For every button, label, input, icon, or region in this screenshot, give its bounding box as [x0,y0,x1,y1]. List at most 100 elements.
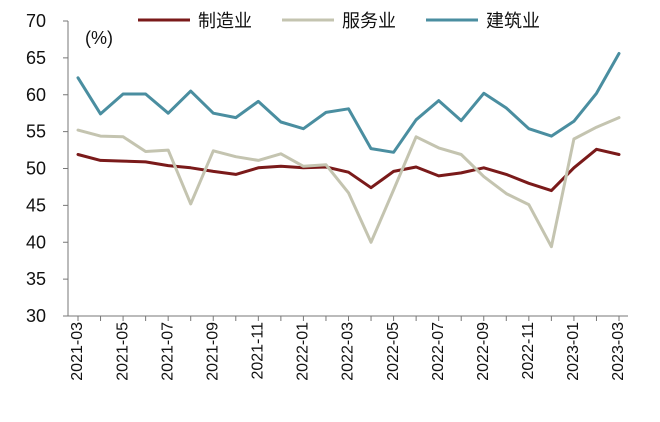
data-point [144,160,147,164]
series-line-2 [76,116,621,249]
data-point [505,192,508,195]
x-tick-label: 2021-07 [159,322,176,381]
data-point [347,107,350,111]
data-point [392,188,395,192]
x-tick-label: 2021-11 [250,322,267,380]
data-point [595,92,598,95]
data-point [460,153,463,156]
data-point [99,159,102,162]
data-point [212,170,215,173]
legend-label: 建筑业 [486,11,540,32]
data-point [505,106,508,110]
data-point [527,203,530,206]
legend-item: 建筑业 [426,11,540,32]
data-point [99,134,102,138]
legend: 制造业 服务业 建筑业 [138,11,540,32]
data-point [257,159,260,162]
data-point [212,112,215,115]
data-point [324,111,328,114]
data-point [572,137,576,141]
data-point [121,135,125,138]
data-point [414,118,418,122]
x-tick-label: 2021-03 [69,322,86,381]
y-tick-label: 55 [26,122,46,142]
data-point [595,126,598,129]
legend-label: 服务业 [342,11,396,32]
data-point [437,99,440,102]
x-axis: 2021-03 2021-05 2021-07 2021-09 2021-11 2022-… [68,315,628,381]
series-line-1 [76,147,621,193]
data-point [347,171,350,174]
data-point [189,166,192,169]
data-point [76,128,80,132]
data-point [595,148,598,151]
data-point [279,165,283,168]
data-point [617,153,621,156]
data-point [550,134,553,138]
data-point [414,165,418,169]
data-point [550,245,553,248]
x-tick-label: 2021-09 [204,322,221,381]
y-tick-label: 50 [26,159,46,179]
data-point [527,127,530,130]
x-tick-label: 2022-05 [385,322,402,381]
data-point [167,112,170,115]
data-point [167,164,170,167]
x-tick-label: 2022-09 [475,322,492,381]
x-tick-label: 2023-03 [610,322,627,381]
y-tick-label: 30 [26,306,46,326]
data-point [167,148,170,152]
data-point [369,241,373,244]
data-point [460,171,463,175]
data-point [460,119,463,122]
y-tick-label: 35 [26,269,46,289]
data-point [572,166,576,169]
data-point [234,116,237,119]
data-point [302,165,305,168]
y-axis: 30 35 40 45 50 55 60 65 70 [26,11,69,326]
data-point [76,153,80,156]
data-point [414,135,418,138]
data-point [279,152,283,155]
x-tick-label: 2022-03 [340,322,357,381]
x-tick-label: 2022-07 [430,322,447,381]
series-layer [76,52,621,249]
y-tick-label: 40 [26,232,46,252]
x-tick-label: 2021-05 [114,322,131,381]
data-point [505,173,508,176]
data-point [527,182,530,185]
data-point [392,151,395,154]
data-point [99,112,102,116]
data-point [482,166,485,169]
data-point [234,173,237,176]
y-tick-label: 60 [26,85,46,105]
y-tick-label: 65 [26,48,46,68]
legend-item: 制造业 [138,11,252,32]
legend-item: 服务业 [282,11,396,32]
data-point [369,147,373,150]
data-point [257,166,260,169]
x-tick-label: 2023-01 [565,322,582,381]
data-point [324,163,328,166]
data-point [234,155,237,158]
data-point [302,127,305,130]
data-point [121,159,125,163]
data-point [392,170,395,173]
data-point [437,174,440,178]
data-point [121,92,125,96]
data-point [257,100,260,103]
y-unit-label: (%) [85,28,113,48]
data-point [144,150,147,153]
data-point [369,186,373,189]
data-point [617,52,621,55]
data-point [279,120,283,124]
data-point [212,149,215,152]
series-line-3 [76,52,621,154]
data-point [572,120,576,123]
x-tick-label: 2022-11 [520,322,537,380]
data-point [437,146,440,150]
data-point [550,189,553,192]
y-tick-label: 70 [26,11,46,31]
data-point [482,92,485,95]
